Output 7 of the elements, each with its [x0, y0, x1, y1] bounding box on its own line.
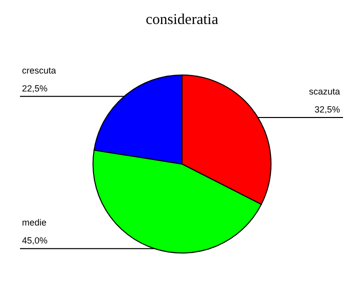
- data-label: 32,5%: [314, 104, 340, 114]
- chart-title: consideratia: [146, 12, 219, 28]
- data-label: 22,5%: [22, 83, 48, 94]
- slice-label: crescuta: [22, 65, 56, 76]
- slice-label: scazuta: [308, 86, 340, 96]
- slice-label: medie: [22, 218, 47, 228]
- data-label: 45,0%: [22, 236, 48, 246]
